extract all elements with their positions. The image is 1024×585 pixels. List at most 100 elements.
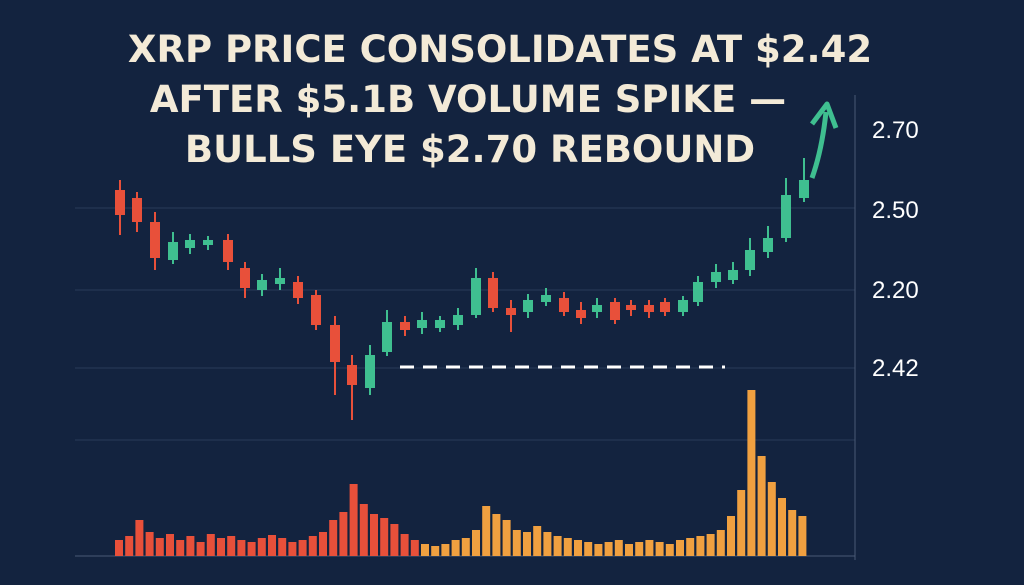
volume-bar	[492, 514, 501, 556]
candles	[115, 158, 809, 420]
candle-body	[417, 320, 427, 328]
volume-bar	[686, 538, 695, 556]
candle-body	[240, 268, 250, 288]
candle-body	[471, 278, 481, 315]
axis-label: 2.20	[872, 277, 919, 304]
candle-body	[150, 222, 160, 258]
volume-bar	[268, 535, 276, 556]
volume-bar	[206, 534, 215, 556]
volume-bar	[512, 530, 521, 556]
volume-bar	[145, 532, 154, 556]
volume-bar	[676, 540, 684, 556]
volume-bar	[696, 536, 705, 556]
volume-bar	[706, 534, 715, 556]
candle-body	[559, 298, 569, 312]
candle-body	[488, 278, 498, 308]
volume-bar	[482, 506, 491, 556]
candle-body	[257, 280, 267, 290]
volume-bar	[421, 544, 429, 556]
volume-bar	[472, 530, 480, 556]
volume-bar	[237, 540, 246, 556]
volume-bar	[747, 390, 756, 556]
axis-label: 2.50	[872, 197, 919, 224]
volume-bar	[716, 530, 725, 556]
volume-bar	[349, 484, 358, 556]
candle-body	[382, 322, 392, 352]
volume-bar	[594, 544, 603, 556]
grid	[75, 95, 856, 560]
volume-bar	[257, 538, 266, 556]
volume-bar	[166, 534, 174, 556]
axis-label: 2.70	[872, 117, 919, 144]
volume-bar	[655, 542, 664, 556]
candle-body	[115, 190, 125, 215]
candle-body	[400, 322, 410, 330]
volume-bar	[329, 520, 338, 556]
volume-bar	[563, 538, 572, 556]
candle-body	[763, 238, 773, 252]
volume-bar	[614, 540, 623, 556]
volume-bar	[370, 514, 378, 556]
candle-body	[185, 240, 195, 248]
candle-body	[506, 308, 516, 315]
volume-bar	[298, 540, 307, 556]
volume-bar	[196, 542, 205, 556]
volume-bar	[798, 516, 807, 556]
candle-body	[781, 195, 791, 238]
candle-body	[330, 325, 340, 362]
candle-body	[711, 272, 721, 282]
candle-body	[644, 305, 654, 312]
candle-body	[311, 295, 321, 325]
volume-bar	[135, 520, 144, 556]
volume-bar	[778, 498, 786, 556]
volume-bar	[553, 536, 562, 556]
candle-body	[275, 278, 285, 284]
candle-body	[541, 295, 551, 302]
arrow	[809, 101, 839, 179]
candle-body	[592, 305, 602, 312]
volume-bar	[584, 542, 593, 556]
candle-body	[660, 302, 670, 312]
volume-bar	[247, 542, 256, 556]
volume-bar	[278, 538, 287, 556]
volume-bar	[533, 526, 542, 556]
candle-body	[693, 282, 703, 302]
volume-bar	[737, 490, 746, 556]
volume-bar	[461, 538, 470, 556]
volume-bar	[431, 546, 440, 556]
volume-bar	[227, 536, 236, 556]
volume-bar	[757, 456, 766, 556]
volume-bar	[176, 540, 185, 556]
candle-body	[745, 250, 755, 270]
title-line: AFTER $5.1B VOLUME SPIKE —	[150, 78, 786, 121]
candle-body	[678, 300, 688, 312]
candle-body	[223, 240, 233, 262]
volume-bar	[635, 542, 644, 556]
volume-bar	[574, 540, 582, 556]
volume-bar	[319, 532, 327, 556]
volume-bars	[115, 390, 807, 556]
volume-bar	[523, 532, 531, 556]
volume-bar	[665, 544, 674, 556]
volume-bar	[115, 540, 123, 556]
volume-bar	[186, 536, 195, 556]
axis-label: 2.42	[872, 355, 919, 382]
candle-body	[203, 240, 213, 245]
candle-body	[576, 310, 586, 318]
volume-bar	[543, 532, 552, 556]
candle-body	[728, 270, 738, 280]
candle-body	[293, 282, 303, 298]
title-line: BULLS EYE $2.70 REBOUND	[185, 128, 755, 171]
volume-bar	[441, 544, 450, 556]
volume-bar	[788, 510, 797, 556]
candle-body	[435, 320, 445, 328]
volume-bar	[339, 512, 348, 556]
candle-body	[347, 365, 357, 385]
title-line: XRP PRICE CONSOLIDATES AT $2.42	[128, 28, 872, 71]
volume-bar	[727, 516, 735, 556]
volume-bar	[400, 534, 409, 556]
volume-bar	[645, 540, 654, 556]
candle-body	[365, 355, 375, 388]
